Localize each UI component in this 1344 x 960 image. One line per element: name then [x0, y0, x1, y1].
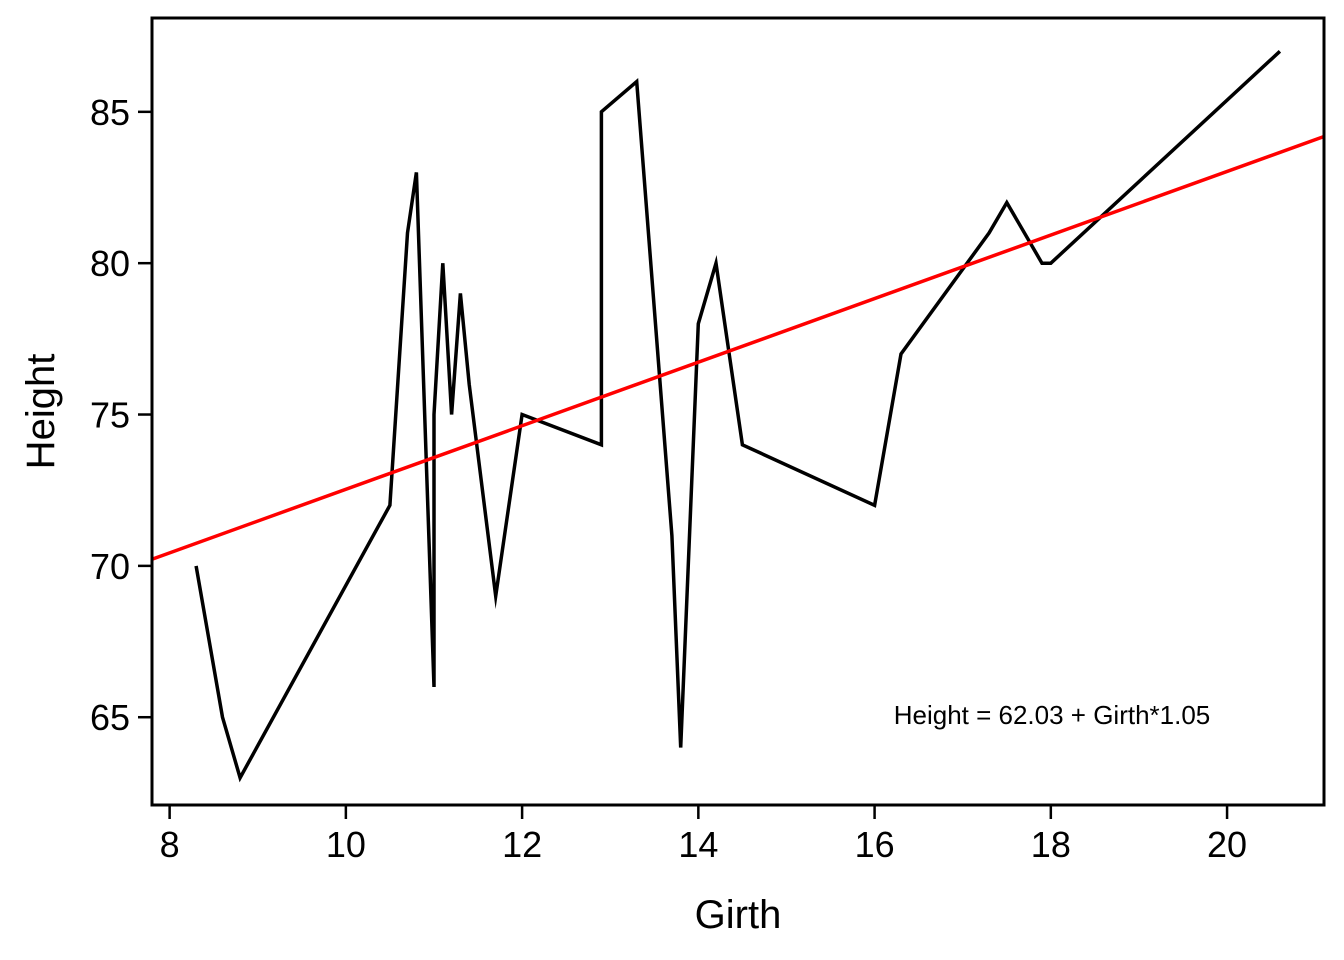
y-tick-label: 65 — [90, 697, 130, 738]
plot-frame — [150, 16, 1326, 807]
y-tick-label: 75 — [90, 395, 130, 436]
x-tick-label: 14 — [678, 824, 718, 865]
x-tick-label: 16 — [855, 824, 895, 865]
x-tick-label: 8 — [160, 824, 180, 865]
x-tick-label: 18 — [1031, 824, 1071, 865]
data-series — [194, 50, 1282, 783]
axis-ticks: 8 10 12 14 16 18 20 65 70 75 80 85 — [90, 92, 1247, 865]
x-tick-label: 12 — [502, 824, 542, 865]
regression-line — [151, 134, 1325, 561]
x-tick-label: 20 — [1207, 824, 1247, 865]
x-axis-title: Girth — [695, 893, 782, 937]
regression-equation: Height = 62.03 + Girth*1.05 — [894, 700, 1211, 730]
y-axis-title: Height — [19, 354, 63, 470]
data-line — [194, 50, 1282, 783]
y-tick-label: 85 — [90, 92, 130, 133]
regression-layer — [151, 134, 1325, 561]
x-tick-label: 10 — [326, 824, 366, 865]
y-tick-label: 80 — [90, 243, 130, 284]
y-tick-label: 70 — [90, 546, 130, 587]
